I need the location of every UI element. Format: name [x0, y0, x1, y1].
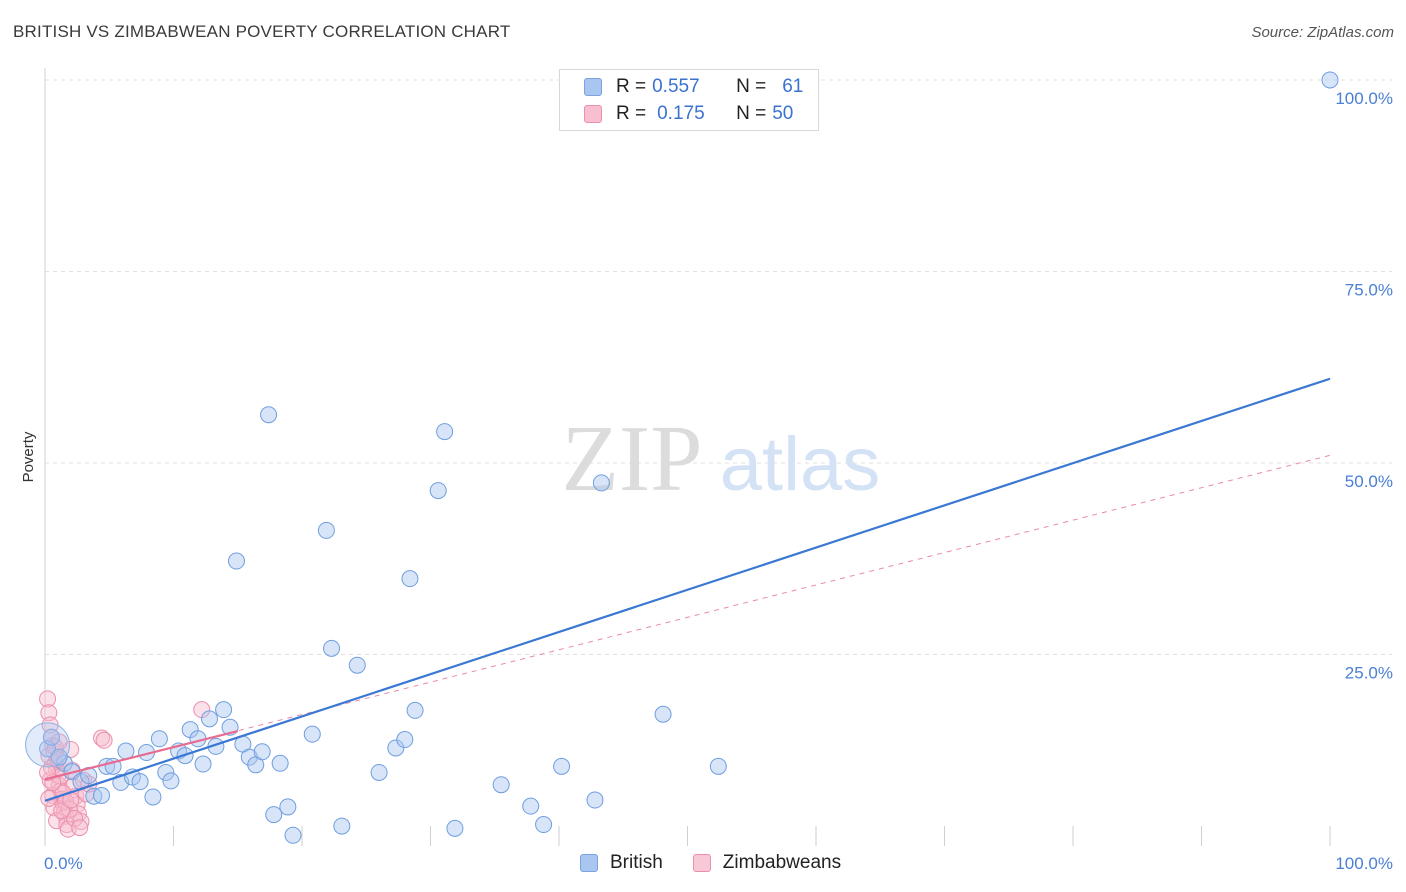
trend-zimbabweans-dashed	[44, 454, 1331, 780]
point-zimbabweans	[40, 704, 58, 722]
point-british	[436, 423, 454, 441]
point-british	[42, 728, 60, 746]
point-british	[150, 730, 168, 748]
legend-item-british: British	[580, 852, 663, 874]
point-british	[654, 705, 672, 723]
legend-swatch-zimbabweans	[692, 854, 711, 872]
point-british	[586, 791, 604, 809]
trend-zimbabweans	[44, 730, 239, 781]
legend-n-label: N =	[736, 103, 767, 124]
legend-r-value: 0.557	[652, 76, 700, 97]
chart-title: BRITISH VS ZIMBABWEAN POVERTY CORRELATIO…	[13, 22, 511, 41]
legend-n-value: 61	[782, 76, 804, 97]
y-tick-label: 75.0%	[1345, 281, 1393, 300]
point-british	[284, 826, 302, 844]
y-tick-label: 100.0%	[1335, 89, 1393, 108]
axes	[44, 68, 1331, 846]
trend-british	[44, 377, 1331, 802]
point-british	[348, 656, 366, 674]
point-british	[429, 482, 447, 500]
point-zimbabweans	[71, 819, 89, 837]
source-label: Source: ZipAtlas.com	[1251, 24, 1394, 41]
stats-legend: R = 0.557 N = 61 R = 0.175 N = 50	[559, 69, 819, 131]
legend-label-zimbabweans: Zimbabweans	[722, 852, 842, 873]
y-tick-label: 50.0%	[1345, 472, 1393, 491]
point-british	[50, 748, 68, 766]
point-british	[227, 552, 245, 570]
point-british	[333, 817, 351, 835]
point-british	[303, 725, 321, 743]
point-british	[200, 710, 218, 728]
point-british	[194, 755, 212, 773]
trend-lines	[44, 377, 1331, 802]
point-british	[260, 406, 278, 424]
point-british	[39, 740, 57, 758]
point-british	[592, 474, 610, 492]
point-british	[265, 806, 283, 824]
point-british	[215, 701, 233, 719]
legend-swatch-zimbabweans	[584, 105, 602, 123]
point-zimbabweans	[48, 812, 66, 830]
point-british	[1321, 71, 1339, 89]
point-zimbabweans	[41, 716, 59, 734]
point-british	[446, 819, 464, 837]
point-british-large	[25, 722, 71, 768]
point-british	[370, 763, 388, 781]
point-british	[406, 701, 424, 719]
point-british	[396, 731, 414, 749]
point-british	[162, 772, 180, 790]
series-legend: British Zimbabweans	[580, 852, 871, 874]
legend-row-zimbabweans: R = 0.175 N = 50	[584, 102, 793, 126]
legend-n-value: 50	[772, 103, 794, 124]
point-zimbabweans	[39, 690, 57, 708]
point-british	[522, 797, 540, 815]
legend-r-label: R =	[616, 103, 647, 124]
point-zimbabweans	[93, 729, 111, 747]
point-british	[93, 786, 111, 804]
point-british	[271, 754, 289, 772]
legend-row-british: R = 0.557 N = 61	[584, 75, 803, 99]
legend-r-value: 0.175	[657, 103, 705, 124]
point-british	[553, 757, 571, 775]
point-british	[492, 776, 510, 794]
legend-r-label: R =	[616, 76, 647, 97]
point-british	[253, 743, 271, 761]
point-zimbabweans	[39, 763, 57, 781]
point-british	[157, 763, 175, 781]
point-british	[279, 798, 297, 816]
tick-labels: 25.0% 50.0% 75.0% 100.0% 0.0% 100.0%	[44, 89, 1393, 873]
point-british	[323, 639, 341, 657]
y-tick-label: 25.0%	[1345, 664, 1393, 683]
grid-lines	[45, 79, 1392, 655]
x-tick-label-end: 100.0%	[1335, 854, 1393, 873]
data-points	[25, 71, 1339, 844]
y-axis-label: Poverty	[20, 431, 37, 482]
watermark-atlas: atlas	[720, 422, 881, 507]
point-british	[144, 788, 162, 806]
watermark-zip: ZIP	[562, 407, 703, 511]
point-zimbabweans	[66, 809, 84, 827]
point-british	[317, 521, 335, 539]
legend-n-label: N =	[736, 76, 767, 97]
legend-swatch-british	[580, 854, 598, 872]
legend-item-zimbabweans: Zimbabweans	[692, 852, 842, 874]
x-tick-label-start: 0.0%	[44, 854, 83, 873]
point-british	[401, 570, 419, 588]
point-zimbabweans	[95, 731, 113, 749]
legend-swatch-british	[584, 78, 602, 96]
point-british	[535, 816, 553, 834]
legend-label-british: British	[610, 852, 663, 873]
point-british	[709, 757, 727, 775]
point-british	[131, 773, 149, 791]
